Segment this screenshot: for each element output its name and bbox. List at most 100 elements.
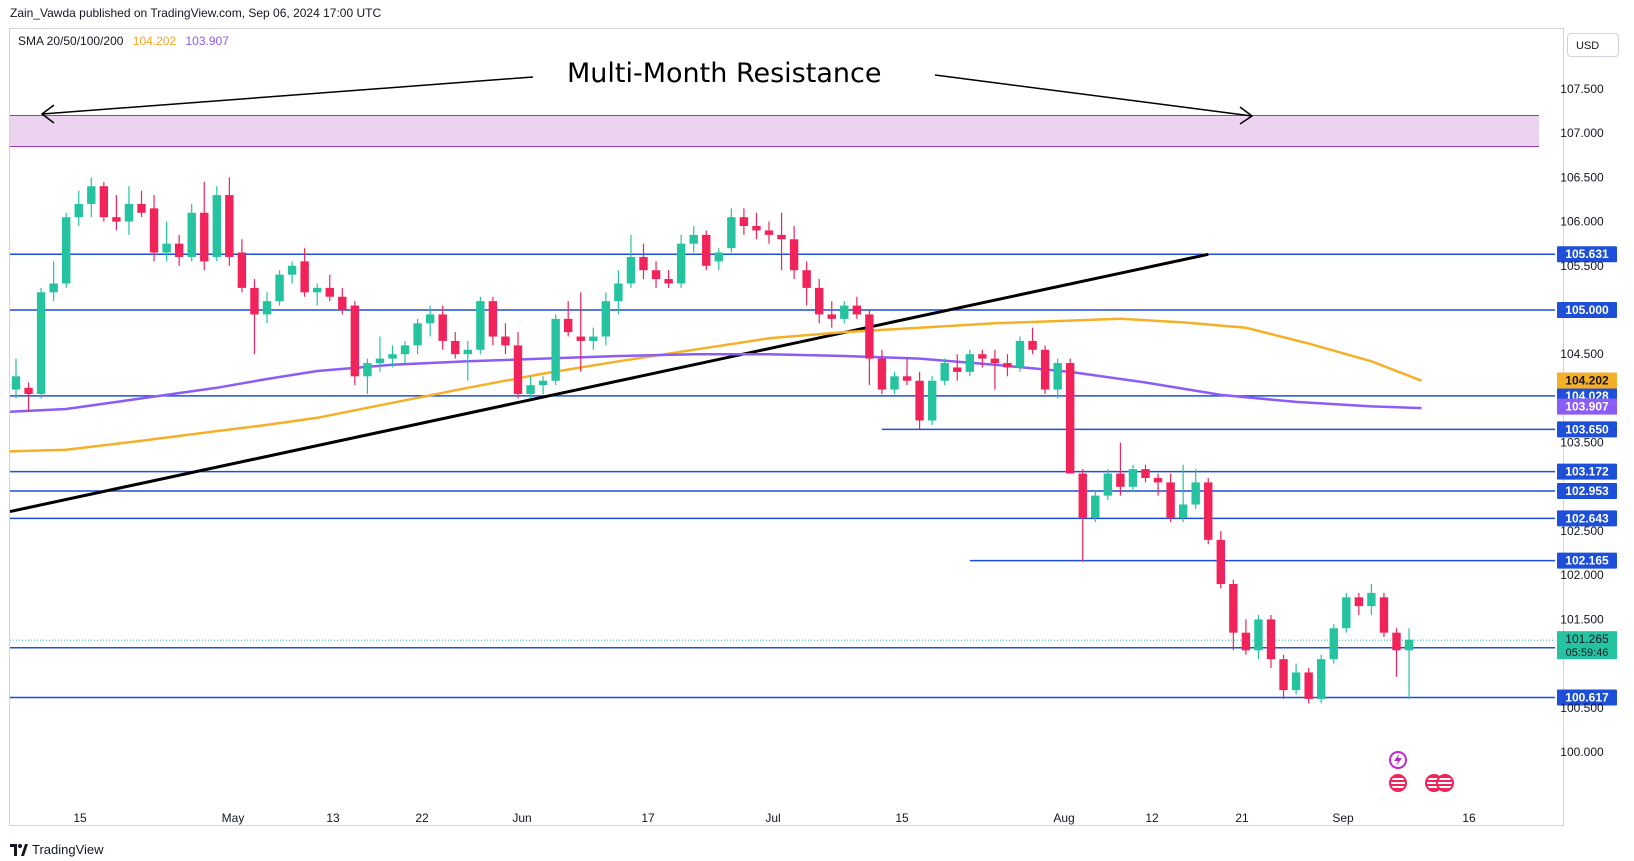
candle-body[interactable] [400,345,410,355]
trend-line[interactable] [9,252,1209,514]
candle-body[interactable] [940,363,949,381]
candle-body[interactable] [49,283,58,293]
candle-body[interactable] [350,305,360,377]
candle-body[interactable] [676,243,686,284]
candle-body[interactable] [840,305,849,319]
candle-body[interactable] [476,301,485,350]
candle-body[interactable] [1216,539,1225,585]
candle-body[interactable] [915,380,924,421]
candle-body[interactable] [11,376,21,390]
candle-body[interactable] [237,252,247,288]
candle-body[interactable] [651,270,661,280]
candle-body[interactable] [513,345,523,394]
candle-body[interactable] [927,380,937,421]
candle-body[interactable] [62,217,71,284]
candle-body[interactable] [162,243,171,253]
candle-body[interactable] [137,203,146,213]
us-flag-event-icon[interactable] [1436,774,1454,792]
candle-body[interactable] [438,314,447,341]
candle-body[interactable] [739,217,749,227]
candle-body[interactable] [1153,477,1163,483]
candle-body[interactable] [714,252,723,262]
candle-body[interactable] [1141,469,1150,478]
candle-body[interactable] [413,323,422,346]
candle-body[interactable] [752,226,761,231]
candle-body[interactable] [802,270,811,288]
candle-body[interactable] [1003,363,1012,368]
candle-body[interactable] [250,287,259,315]
sma-fast-line[interactable] [9,317,1423,453]
candle-body[interactable] [689,234,698,244]
candle-body[interactable] [99,186,109,218]
candle-body[interactable] [451,340,460,355]
candle-body[interactable] [1015,340,1025,368]
candle-body[interactable] [601,301,611,337]
candle-body[interactable] [1367,592,1376,607]
candle-body[interactable] [614,283,623,302]
candle-body[interactable] [639,256,648,271]
candle-body[interactable] [1304,672,1313,699]
candle-body[interactable] [727,217,736,249]
candle-body[interactable] [1329,628,1338,660]
candle-body[interactable] [978,354,987,359]
candle-body[interactable] [1279,659,1288,691]
candle-body[interactable] [501,336,510,346]
candle-body[interactable] [1178,504,1188,518]
candle-body[interactable] [1342,597,1351,629]
candle-body[interactable] [1291,672,1301,691]
candle-body[interactable] [1404,639,1414,651]
candle-body[interactable] [890,376,899,390]
candle-body[interactable] [375,358,385,364]
candle-body[interactable] [87,186,96,204]
candle-body[interactable] [225,195,234,257]
candle-body[interactable] [902,376,912,381]
candle-body[interactable] [1128,469,1138,487]
candle-body[interactable] [852,305,862,315]
sma-slow-line[interactable] [9,352,1422,413]
candle-body[interactable] [1066,363,1075,474]
candle-body[interactable] [149,208,159,253]
candle-body[interactable] [1091,495,1100,518]
candle-body[interactable] [990,358,1000,364]
candle-body[interactable] [1241,632,1251,651]
candle-body[interactable] [262,301,272,315]
candle-body[interactable] [1191,482,1200,505]
candle-body[interactable] [815,287,824,315]
candle-body[interactable] [564,318,573,333]
candle-body[interactable] [112,217,121,222]
candle-body[interactable] [1116,473,1125,487]
candle-body[interactable] [626,256,636,284]
candle-body[interactable] [36,292,46,394]
candle-body[interactable] [174,243,184,257]
footer[interactable]: TradingView [10,842,104,857]
candle-body[interactable] [212,195,221,257]
candle-body[interactable] [827,314,836,319]
candle-body[interactable] [287,265,297,275]
candle-body[interactable] [702,234,711,266]
candle-body[interactable] [877,358,887,390]
candle-body[interactable] [1229,584,1238,633]
candle-body[interactable] [965,354,974,372]
candle-body[interactable] [388,354,397,359]
candle-body[interactable] [589,336,598,341]
candle-body[interactable] [1266,619,1276,660]
candle-body[interactable] [1379,597,1389,633]
us-flag-event-icon[interactable] [1389,774,1407,792]
candle-body[interactable] [953,367,962,372]
candle-body[interactable] [551,318,560,381]
candle-body[interactable] [275,274,284,302]
candle-body[interactable] [425,314,435,324]
candle-body[interactable] [488,301,498,337]
candle-body[interactable] [1053,363,1062,390]
candle-body[interactable] [1354,597,1364,607]
candle-body[interactable] [1204,482,1213,540]
candle-body[interactable] [1078,473,1087,518]
candle-body[interactable] [363,363,372,377]
sma-legend[interactable]: SMA 20/50/100/200 104.202 103.907 [18,34,229,48]
candle-body[interactable] [789,239,799,271]
candle-body[interactable] [526,385,535,394]
candle-body[interactable] [200,212,209,262]
candle-body[interactable] [124,203,134,222]
candle-body[interactable] [1254,619,1263,651]
